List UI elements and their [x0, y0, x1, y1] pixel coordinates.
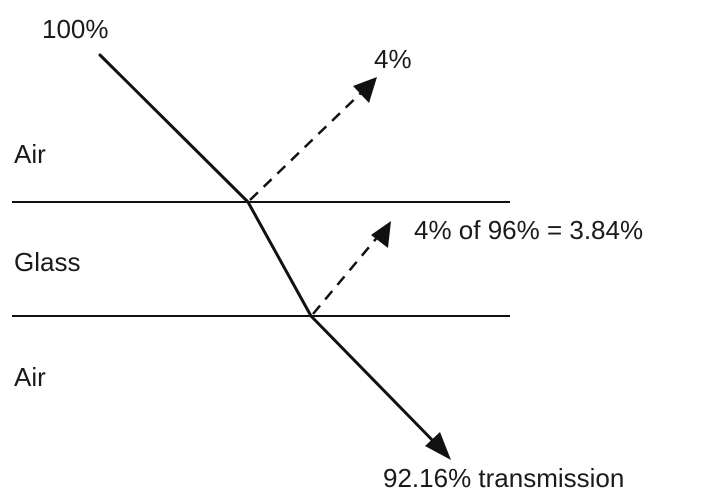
bottom-medium-label: Air — [14, 362, 46, 392]
first-reflection-ray — [249, 89, 365, 201]
first-reflection-label: 4% — [374, 44, 412, 74]
second-reflection-arrowhead — [371, 221, 391, 248]
transmission-arrowhead — [425, 432, 451, 460]
second-reflection-label: 4% of 96% = 3.84% — [414, 215, 643, 245]
transmission-label: 92.16% transmission — [383, 463, 624, 493]
incident-label: 100% — [42, 14, 109, 44]
second-reflection-ray — [312, 233, 381, 315]
first-reflection-arrowhead — [353, 77, 377, 103]
light-ray-path — [98, 53, 442, 450]
middle-medium-label: Glass — [14, 247, 80, 277]
top-medium-label: Air — [14, 139, 46, 169]
